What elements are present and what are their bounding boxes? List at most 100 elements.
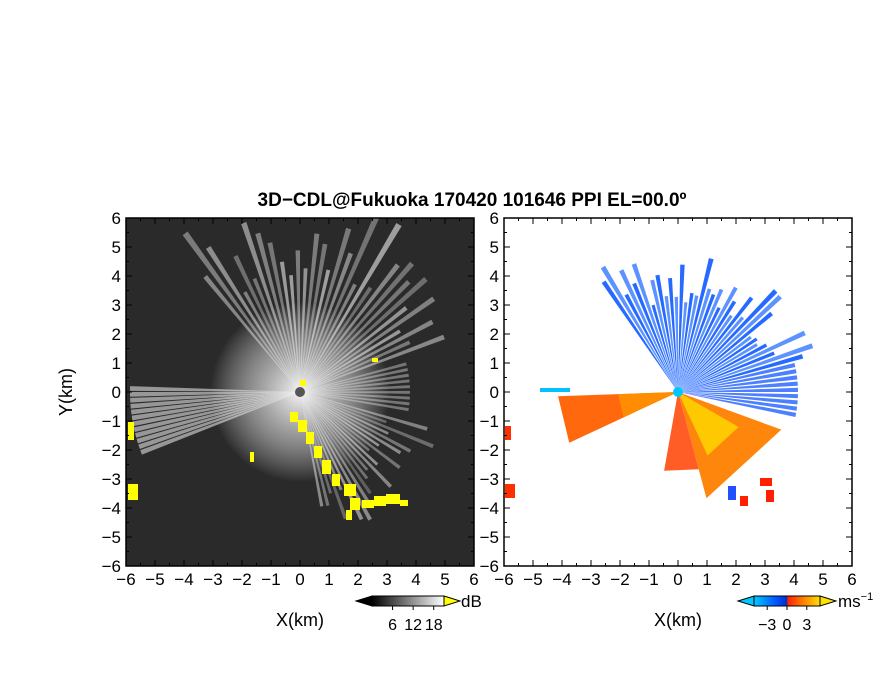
velocity-colorbar: −3 0 3 ms−1: [736, 591, 873, 634]
snr-yellow-echo: [128, 484, 138, 500]
y-tick-label: 5: [490, 238, 499, 257]
velocity-ray: [678, 392, 798, 405]
velocity-ray: [674, 296, 678, 392]
x-tick-label: 5: [818, 570, 827, 589]
velocity-ray: [678, 337, 758, 392]
velocity-ray: [600, 265, 678, 392]
x-tick-label: −4: [174, 570, 193, 589]
velocity-ray: [678, 302, 688, 392]
snr-axes: −6 −5 −4 −3 −2 −1 0 1 2 3 4 5 6 6 5 4 3 2 1 0 −1 −2 −3 −4 −5 −6: [102, 209, 479, 589]
x-tick-label: 1: [324, 570, 333, 589]
y-tick-label: 1: [112, 354, 121, 373]
snr-colorbar-ramp: [371, 595, 445, 607]
x-tick-label: −6: [494, 570, 513, 589]
velocity-ray: [678, 335, 752, 392]
velocity-ray: [678, 387, 798, 392]
colorbar-tick-label: 18: [425, 617, 443, 634]
y-tick-label: −5: [102, 528, 121, 547]
x-tick-label: 2: [353, 570, 362, 589]
colorbar-tick-label: 12: [404, 617, 422, 634]
snr-yellow-echo: [250, 452, 254, 462]
velocity-ray: [678, 351, 775, 392]
y-tick-label: −2: [102, 441, 121, 460]
velocity-ray: [678, 392, 798, 411]
snr-yellow-echo: [344, 484, 356, 496]
snr-yellow-echo: [306, 432, 314, 444]
y-tick-label: 1: [490, 354, 499, 373]
velocity-ray: [678, 392, 797, 417]
colorbar-tick-label: 3: [802, 617, 811, 634]
snr-yellow-echo: [128, 422, 134, 440]
y-tick-label: −2: [480, 441, 499, 460]
x-tick-label: 6: [469, 570, 478, 589]
snr-ray: [300, 218, 380, 392]
y-tick-label: −6: [102, 557, 121, 576]
velocity-ray: [650, 279, 678, 392]
velocity-ray: [678, 343, 814, 392]
velocity-echo-field: [505, 258, 814, 506]
velocity-ray: [678, 288, 712, 392]
y-tick-label: −4: [102, 499, 121, 518]
velocity-colorbar-over-arrow: [819, 595, 838, 607]
y-tick-label: 0: [112, 383, 121, 402]
velocity-ray: [655, 274, 678, 392]
x-tick-label: −5: [145, 570, 164, 589]
x-tick-label: 0: [295, 570, 304, 589]
velocity-ray: [678, 354, 804, 392]
y-tick-label: −3: [102, 470, 121, 489]
velocity-colorbar-ramp: [753, 595, 821, 607]
velocity-ray: [678, 296, 754, 392]
x-tick-label: −4: [552, 570, 571, 589]
velocity-ray: [668, 277, 678, 392]
velocity-ray: [624, 293, 678, 392]
x-tick-label: 2: [731, 570, 740, 589]
velocity-ray: [678, 392, 739, 456]
x-tick-label: 5: [440, 570, 449, 589]
y-tick-label: 5: [112, 238, 121, 257]
x-tick-label: 6: [847, 570, 856, 589]
x-tick-label: −2: [232, 570, 251, 589]
velocity-ray: [678, 314, 733, 392]
velocity-ray: [678, 343, 768, 392]
velocity-ray: [678, 311, 773, 392]
y-tick-label: −4: [480, 499, 499, 518]
snr-yellow-echo: [332, 474, 340, 486]
x-tick-label: −2: [610, 570, 629, 589]
velocity-ray: [678, 369, 797, 392]
snr-yellow-echo: [290, 412, 298, 422]
velocity-x-axis-label: X(km): [654, 610, 702, 630]
velocity-ray: [678, 300, 737, 392]
velocity-ray: [618, 392, 678, 418]
velocity-radar-origin: [673, 387, 683, 397]
x-tick-label: −1: [261, 570, 280, 589]
snr-yellow-echo: [400, 500, 408, 506]
y-tick-label: −1: [102, 412, 121, 431]
x-tick-label: −5: [523, 570, 542, 589]
snr-saturated-echoes: [128, 358, 408, 520]
snr-yellow-echo: [350, 498, 360, 510]
snr-yellow-echo: [298, 420, 307, 432]
y-tick-label: 6: [112, 209, 121, 228]
y-tick-label: 4: [490, 267, 499, 286]
velocity-ray: [678, 292, 694, 392]
x-tick-label: 4: [789, 570, 798, 589]
snr-colorbar: 6 12 18 dB: [354, 592, 482, 634]
x-tick-label: −3: [203, 570, 222, 589]
y-tick-label: 2: [112, 325, 121, 344]
snr-yellow-echo: [372, 358, 378, 362]
velocity-ray: [601, 280, 678, 392]
velocity-colorbar-unit: ms−1: [838, 591, 873, 611]
velocity-ray: [678, 286, 738, 392]
velocity-ray: [632, 282, 678, 392]
velocity-colorbar-under-arrow: [736, 595, 755, 607]
velocity-ray: [678, 381, 798, 392]
velocity-echo-patch: [728, 486, 736, 500]
snr-yellow-echo: [362, 500, 374, 508]
velocity-ray: [678, 289, 778, 392]
snr-colorbar-ticks: 6 12 18: [388, 606, 443, 634]
y-tick-label: 6: [490, 209, 499, 228]
y-tick-label: 4: [112, 267, 121, 286]
x-tick-label: −3: [581, 570, 600, 589]
velocity-ray: [678, 316, 745, 392]
